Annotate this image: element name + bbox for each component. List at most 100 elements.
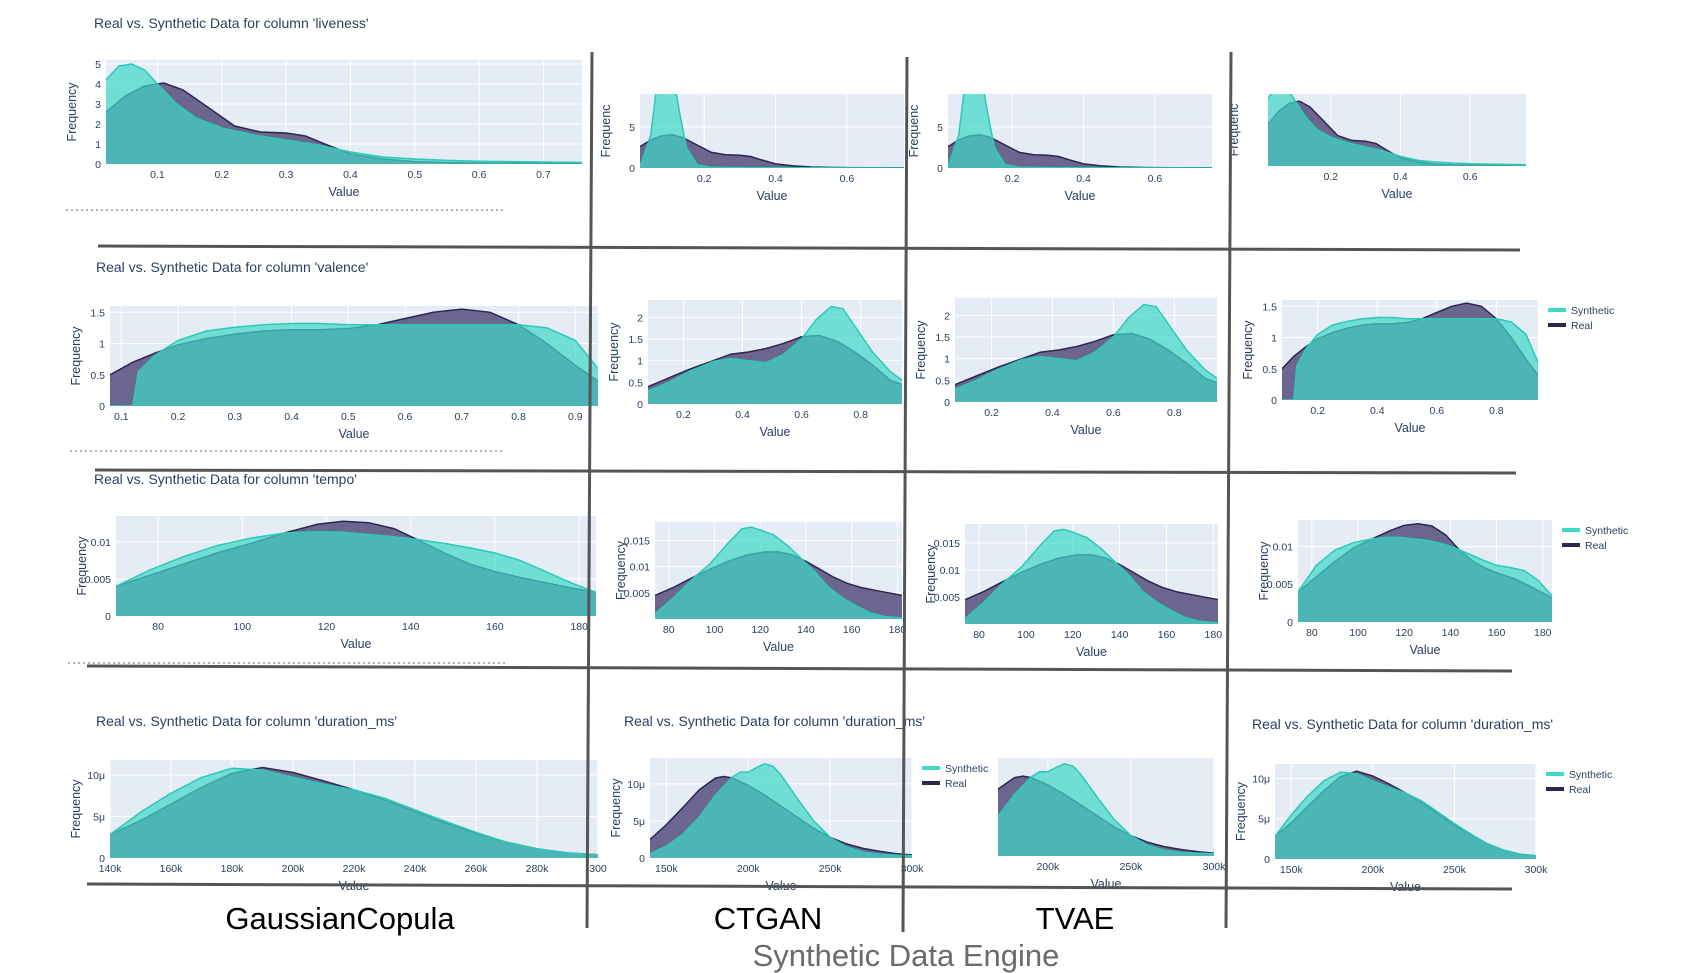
x-tick-label: 200k: [737, 863, 761, 875]
series-group: [1298, 523, 1552, 622]
panel-title: Real vs. Synthetic Data for column 'dura…: [624, 713, 925, 729]
y-tick-label: 0.5: [628, 377, 643, 389]
synthetic-density-line: [655, 526, 902, 619]
series-group: [106, 63, 582, 164]
x-tick-label: 0.2: [1323, 171, 1338, 183]
synthetic-density-line: [998, 763, 1214, 855]
y-tick-label: 1.5: [935, 332, 950, 344]
y-tick-label: 0.01: [630, 562, 651, 574]
panel-title: Real vs. Synthetic Data for column 'temp…: [94, 471, 357, 487]
legend-label-real: Real: [1585, 540, 1607, 552]
legend: Synthetic Real: [922, 763, 988, 790]
x-tick-label: 140k: [99, 863, 123, 875]
x-tick-label: 0.4: [1076, 173, 1091, 185]
y-axis-label: Frequency: [69, 779, 83, 839]
panel-13: 140k 160k 180k 200k 220k 240k 260k 280k 300 0 5μ 10…: [69, 713, 607, 893]
row-divider-3: [86, 664, 1513, 673]
synthetic-density-line: [648, 305, 902, 392]
y-tick-label: 0: [937, 163, 943, 175]
x-tick-label: 0.6: [1463, 171, 1478, 183]
x-tick-label: 0.2: [171, 411, 186, 423]
x-axis-label: Value: [1076, 645, 1107, 659]
x-axis-label: Value: [1070, 423, 1101, 437]
y-axis-label: Frequenc: [599, 105, 613, 158]
x-tick-label: 0.2: [1005, 173, 1020, 185]
y-tick-label: 0.015: [934, 538, 960, 550]
panel-title: Real vs. Synthetic Data for column 'dura…: [96, 713, 397, 729]
y-tick-label: 1: [99, 339, 105, 351]
x-tick-label: 0.2: [1310, 405, 1325, 417]
x-tick-label: 180: [1205, 629, 1223, 641]
synthetic-density-line: [1298, 536, 1552, 597]
x-tick-label: 0.2: [214, 169, 229, 181]
x-axis-label: Value: [1381, 187, 1412, 201]
y-tick-label: 1.5: [90, 307, 105, 319]
synthetic-density-area: [965, 529, 1218, 624]
panel-title: Real vs. Synthetic Data for column 'dura…: [1252, 716, 1553, 732]
x-tick-label: 150k: [1280, 864, 1304, 876]
synthetic-density-area: [650, 763, 912, 858]
x-tick-label: 250k: [819, 863, 843, 875]
y-tick-label: 1: [95, 139, 101, 151]
x-tick-label: 100: [1017, 629, 1035, 641]
real-density-area: [948, 134, 1212, 168]
x-axis-label: Value: [1390, 880, 1421, 894]
x-axis-label: Value: [1409, 643, 1440, 657]
x-axis-label: Value: [1394, 421, 1425, 435]
x-tick-label: 0.1: [114, 411, 129, 423]
x-tick-label: 0.8: [1167, 407, 1182, 419]
legend-label-synthetic: Synthetic: [1569, 769, 1612, 781]
y-tick-label: 0: [99, 401, 105, 413]
series-group: [965, 528, 1218, 624]
x-tick-label: 100: [706, 624, 724, 636]
x-axis-label: Value: [338, 427, 369, 441]
y-axis-label: Frequency: [1257, 541, 1271, 601]
y-axis-label: Frequency: [614, 540, 628, 600]
synthetic-density-area: [1298, 537, 1552, 622]
x-tick-label: 120: [751, 624, 769, 636]
x-axis-caption: Synthetic Data Engine: [753, 938, 1060, 973]
y-tick-label: 1: [1271, 333, 1277, 345]
synthetic-density-line: [1275, 771, 1536, 857]
y-axis-label: Frequency: [75, 536, 89, 596]
x-tick-label: 0.3: [228, 411, 243, 423]
synthetic-density-area: [655, 527, 902, 619]
y-tick-label: 10μ: [87, 770, 105, 782]
legend-label-synthetic: Synthetic: [945, 763, 988, 775]
x-axis-label: Value: [763, 640, 794, 654]
y-axis-label: Frequenc: [907, 105, 921, 158]
x-tick-label: 300k: [1203, 861, 1227, 873]
synthetic-density-area: [1282, 317, 1538, 400]
column-divider-3: [1224, 51, 1233, 929]
x-tick-label: 0.6: [398, 411, 413, 423]
panel-11: 80 100 120 140 160 180 0.005 0.01 0.015 Value Freq…: [924, 524, 1222, 659]
column-divider-1: [585, 51, 594, 929]
x-tick-label: 0.8: [853, 409, 868, 421]
engine-labels: GaussianCopula CTGAN TVAE Synthetic Data…: [225, 901, 1114, 973]
x-tick-label: 0.4: [284, 411, 299, 423]
y-axis-label: Frequency: [1241, 320, 1255, 380]
x-tick-label: 300k: [1525, 864, 1549, 876]
synthetic-density-area: [1268, 94, 1526, 166]
y-tick-label: 5μ: [633, 816, 645, 828]
y-tick-label: 1.5: [628, 334, 643, 346]
x-tick-label: 0.4: [768, 173, 783, 185]
x-tick-label: 80: [1306, 627, 1318, 639]
y-tick-label: 0: [629, 163, 635, 175]
synthetic-density-line: [1268, 94, 1526, 166]
series-group: [110, 766, 598, 858]
row-divider-1: [97, 244, 1521, 252]
x-tick-label: 0.7: [536, 169, 551, 181]
x-tick-label: 0.4: [1045, 407, 1060, 419]
x-tick-label: 0.6: [794, 409, 809, 421]
synthetic-density-line: [116, 530, 596, 594]
real-density-area: [640, 134, 904, 168]
x-tick-label: 0.2: [697, 173, 712, 185]
y-axis-label: Frequency: [65, 82, 79, 142]
synthetic-density-line: [110, 322, 598, 406]
y-tick-label: 0.015: [624, 535, 650, 547]
x-tick-label: 200k: [1361, 864, 1385, 876]
y-tick-label: 3: [95, 99, 101, 111]
